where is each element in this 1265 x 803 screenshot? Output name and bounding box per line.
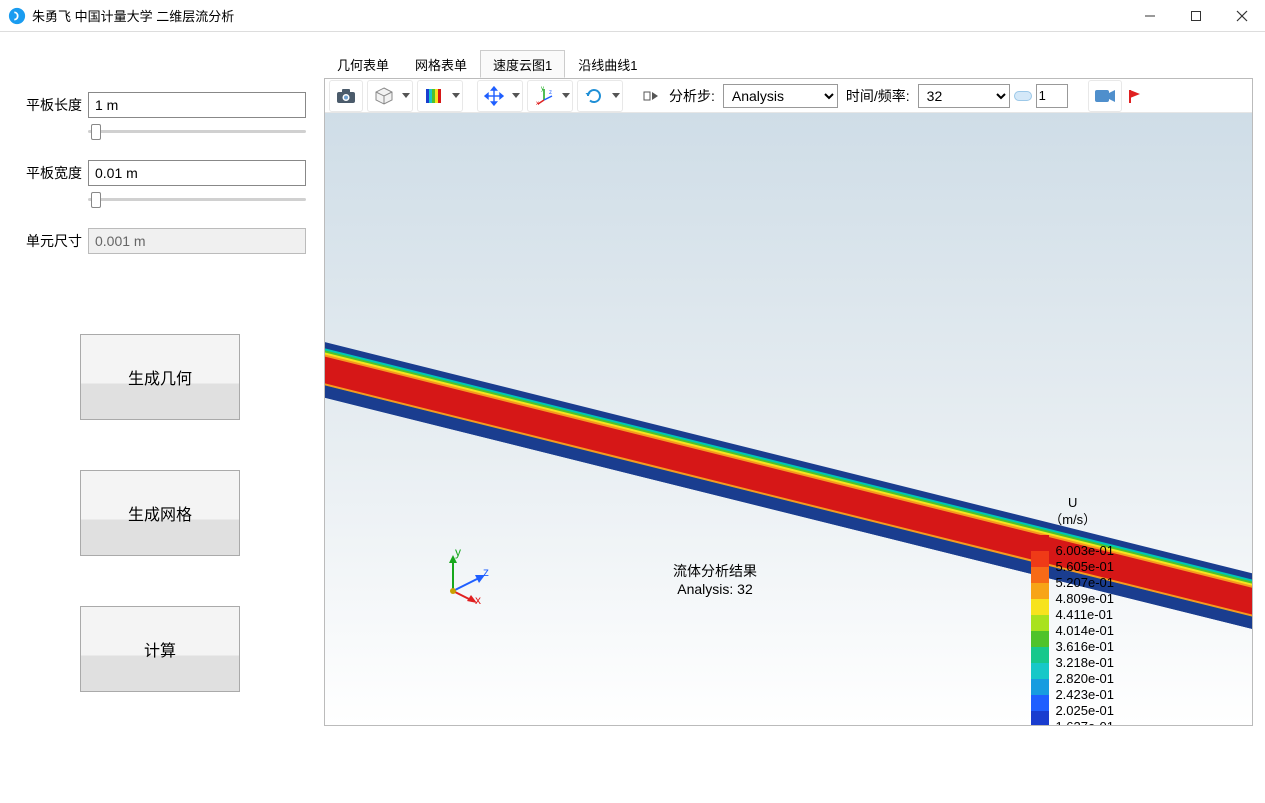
viewer-toolbar: yzx 分析步: Analysis 时间/ bbox=[325, 79, 1252, 113]
color-legend: U （m/s） 6.003e-015.605e-015.207e-014.809… bbox=[1031, 495, 1114, 725]
legend-swatch bbox=[1031, 631, 1049, 647]
legend-swatch bbox=[1031, 647, 1049, 663]
legend-row: 6.003e-01 bbox=[1031, 535, 1114, 551]
tab-mesh[interactable]: 网格表单 bbox=[402, 50, 480, 78]
refresh-dropdown[interactable] bbox=[611, 93, 621, 98]
cell-size-label: 单元尺寸 bbox=[14, 231, 82, 251]
colormap-icon[interactable] bbox=[419, 82, 449, 110]
tab-line-curve[interactable]: 沿线曲线1 bbox=[565, 50, 650, 78]
svg-text:y: y bbox=[541, 86, 544, 92]
triad-z-label: z bbox=[483, 565, 489, 579]
legend-value: 4.411e-01 bbox=[1049, 607, 1113, 622]
cube-view-dropdown[interactable] bbox=[401, 93, 411, 98]
result-step: Analysis: 32 bbox=[673, 581, 757, 597]
triad-x-label: x bbox=[475, 593, 481, 607]
viewer: yzx 分析步: Analysis 时间/ bbox=[324, 78, 1253, 726]
legend-swatch bbox=[1031, 551, 1049, 567]
legend-value: 2.025e-01 bbox=[1049, 703, 1114, 718]
move-dropdown[interactable] bbox=[511, 93, 521, 98]
cube-view-icon[interactable] bbox=[369, 82, 399, 110]
colormap-dropdown[interactable] bbox=[451, 93, 461, 98]
legend-swatch bbox=[1031, 615, 1049, 631]
cell-size-input bbox=[88, 228, 306, 254]
legend-swatch bbox=[1031, 535, 1049, 551]
svg-text:x: x bbox=[536, 101, 539, 106]
result-label: 流体分析结果 Analysis: 32 bbox=[673, 561, 757, 597]
legend-swatch bbox=[1031, 679, 1049, 695]
plate-width-slider[interactable] bbox=[88, 190, 306, 208]
legend-value: 4.809e-01 bbox=[1049, 591, 1114, 606]
refresh-icon[interactable] bbox=[579, 82, 609, 110]
plate-length-slider[interactable] bbox=[88, 122, 306, 140]
tab-velocity-contour[interactable]: 速度云图1 bbox=[480, 50, 565, 78]
compute-button[interactable]: 计算 bbox=[80, 606, 240, 692]
axis-triad-dropdown[interactable] bbox=[561, 93, 571, 98]
sidebar: 平板长度 平板宽度 单元尺寸 生成几何 生成网格 计算 bbox=[0, 32, 320, 803]
legend-swatch bbox=[1031, 583, 1049, 599]
title-bar: 朱勇飞 中国计量大学 二维层流分析 bbox=[0, 0, 1265, 32]
legend-value: 1.627e-01 bbox=[1049, 719, 1114, 725]
time-freq-label: 时间/频率: bbox=[842, 86, 914, 106]
legend-value: 3.616e-01 bbox=[1049, 639, 1114, 654]
svg-text:z: z bbox=[549, 90, 552, 96]
triad-y-label: y bbox=[455, 545, 461, 559]
maximize-button[interactable] bbox=[1173, 0, 1219, 32]
legend-value: 4.014e-01 bbox=[1049, 623, 1114, 638]
tab-bar: 几何表单 网格表单 速度云图1 沿线曲线1 bbox=[324, 50, 1253, 78]
tab-geometry[interactable]: 几何表单 bbox=[324, 50, 402, 78]
viewport-canvas[interactable]: y z x 流体分析结果 Analysis: 32 U （m/s） 6.003e… bbox=[325, 113, 1252, 725]
legend-value: 5.605e-01 bbox=[1049, 559, 1114, 574]
legend-swatch bbox=[1031, 711, 1049, 725]
frame-spinner[interactable] bbox=[1036, 84, 1068, 108]
legend-swatch bbox=[1031, 599, 1049, 615]
step-control-icon[interactable] bbox=[641, 82, 661, 110]
move-icon[interactable] bbox=[479, 82, 509, 110]
minimize-button[interactable] bbox=[1127, 0, 1173, 32]
window-title: 朱勇飞 中国计量大学 二维层流分析 bbox=[32, 6, 1127, 25]
window-controls bbox=[1127, 0, 1265, 32]
legend-swatch bbox=[1031, 695, 1049, 711]
legend-swatch bbox=[1031, 567, 1049, 583]
axis-triad: y z x bbox=[431, 547, 491, 607]
plate-width-label: 平板宽度 bbox=[14, 163, 82, 183]
legend-value: 2.820e-01 bbox=[1049, 671, 1114, 686]
camera-icon[interactable] bbox=[331, 82, 361, 110]
plate-length-input[interactable] bbox=[88, 92, 306, 118]
plate-length-label: 平板长度 bbox=[14, 95, 82, 115]
legend-value: 2.423e-01 bbox=[1049, 687, 1114, 702]
right-pane: 几何表单 网格表单 速度云图1 沿线曲线1 bbox=[320, 32, 1265, 803]
analysis-step-label: 分析步: bbox=[665, 86, 719, 106]
video-camera-icon[interactable] bbox=[1090, 82, 1120, 110]
result-title: 流体分析结果 bbox=[673, 561, 757, 581]
legend-var: U bbox=[1031, 495, 1114, 512]
legend-value: 6.003e-01 bbox=[1049, 543, 1114, 558]
legend-unit: （m/s） bbox=[1031, 512, 1114, 529]
plate-width-input[interactable] bbox=[88, 160, 306, 186]
generate-mesh-button[interactable]: 生成网格 bbox=[80, 470, 240, 556]
legend-value: 5.207e-01 bbox=[1049, 575, 1114, 590]
legend-swatch bbox=[1031, 663, 1049, 679]
freq-select[interactable]: 32 bbox=[918, 84, 1010, 108]
axis-triad-icon[interactable]: yz x bbox=[529, 82, 559, 110]
video-flag-icon[interactable] bbox=[1126, 82, 1144, 110]
generate-geometry-button[interactable]: 生成几何 bbox=[80, 334, 240, 420]
close-button[interactable] bbox=[1219, 0, 1265, 32]
analysis-select[interactable]: Analysis bbox=[723, 84, 838, 108]
legend-value: 3.218e-01 bbox=[1049, 655, 1114, 670]
toggle-pill[interactable] bbox=[1014, 91, 1032, 101]
app-icon bbox=[8, 7, 26, 25]
